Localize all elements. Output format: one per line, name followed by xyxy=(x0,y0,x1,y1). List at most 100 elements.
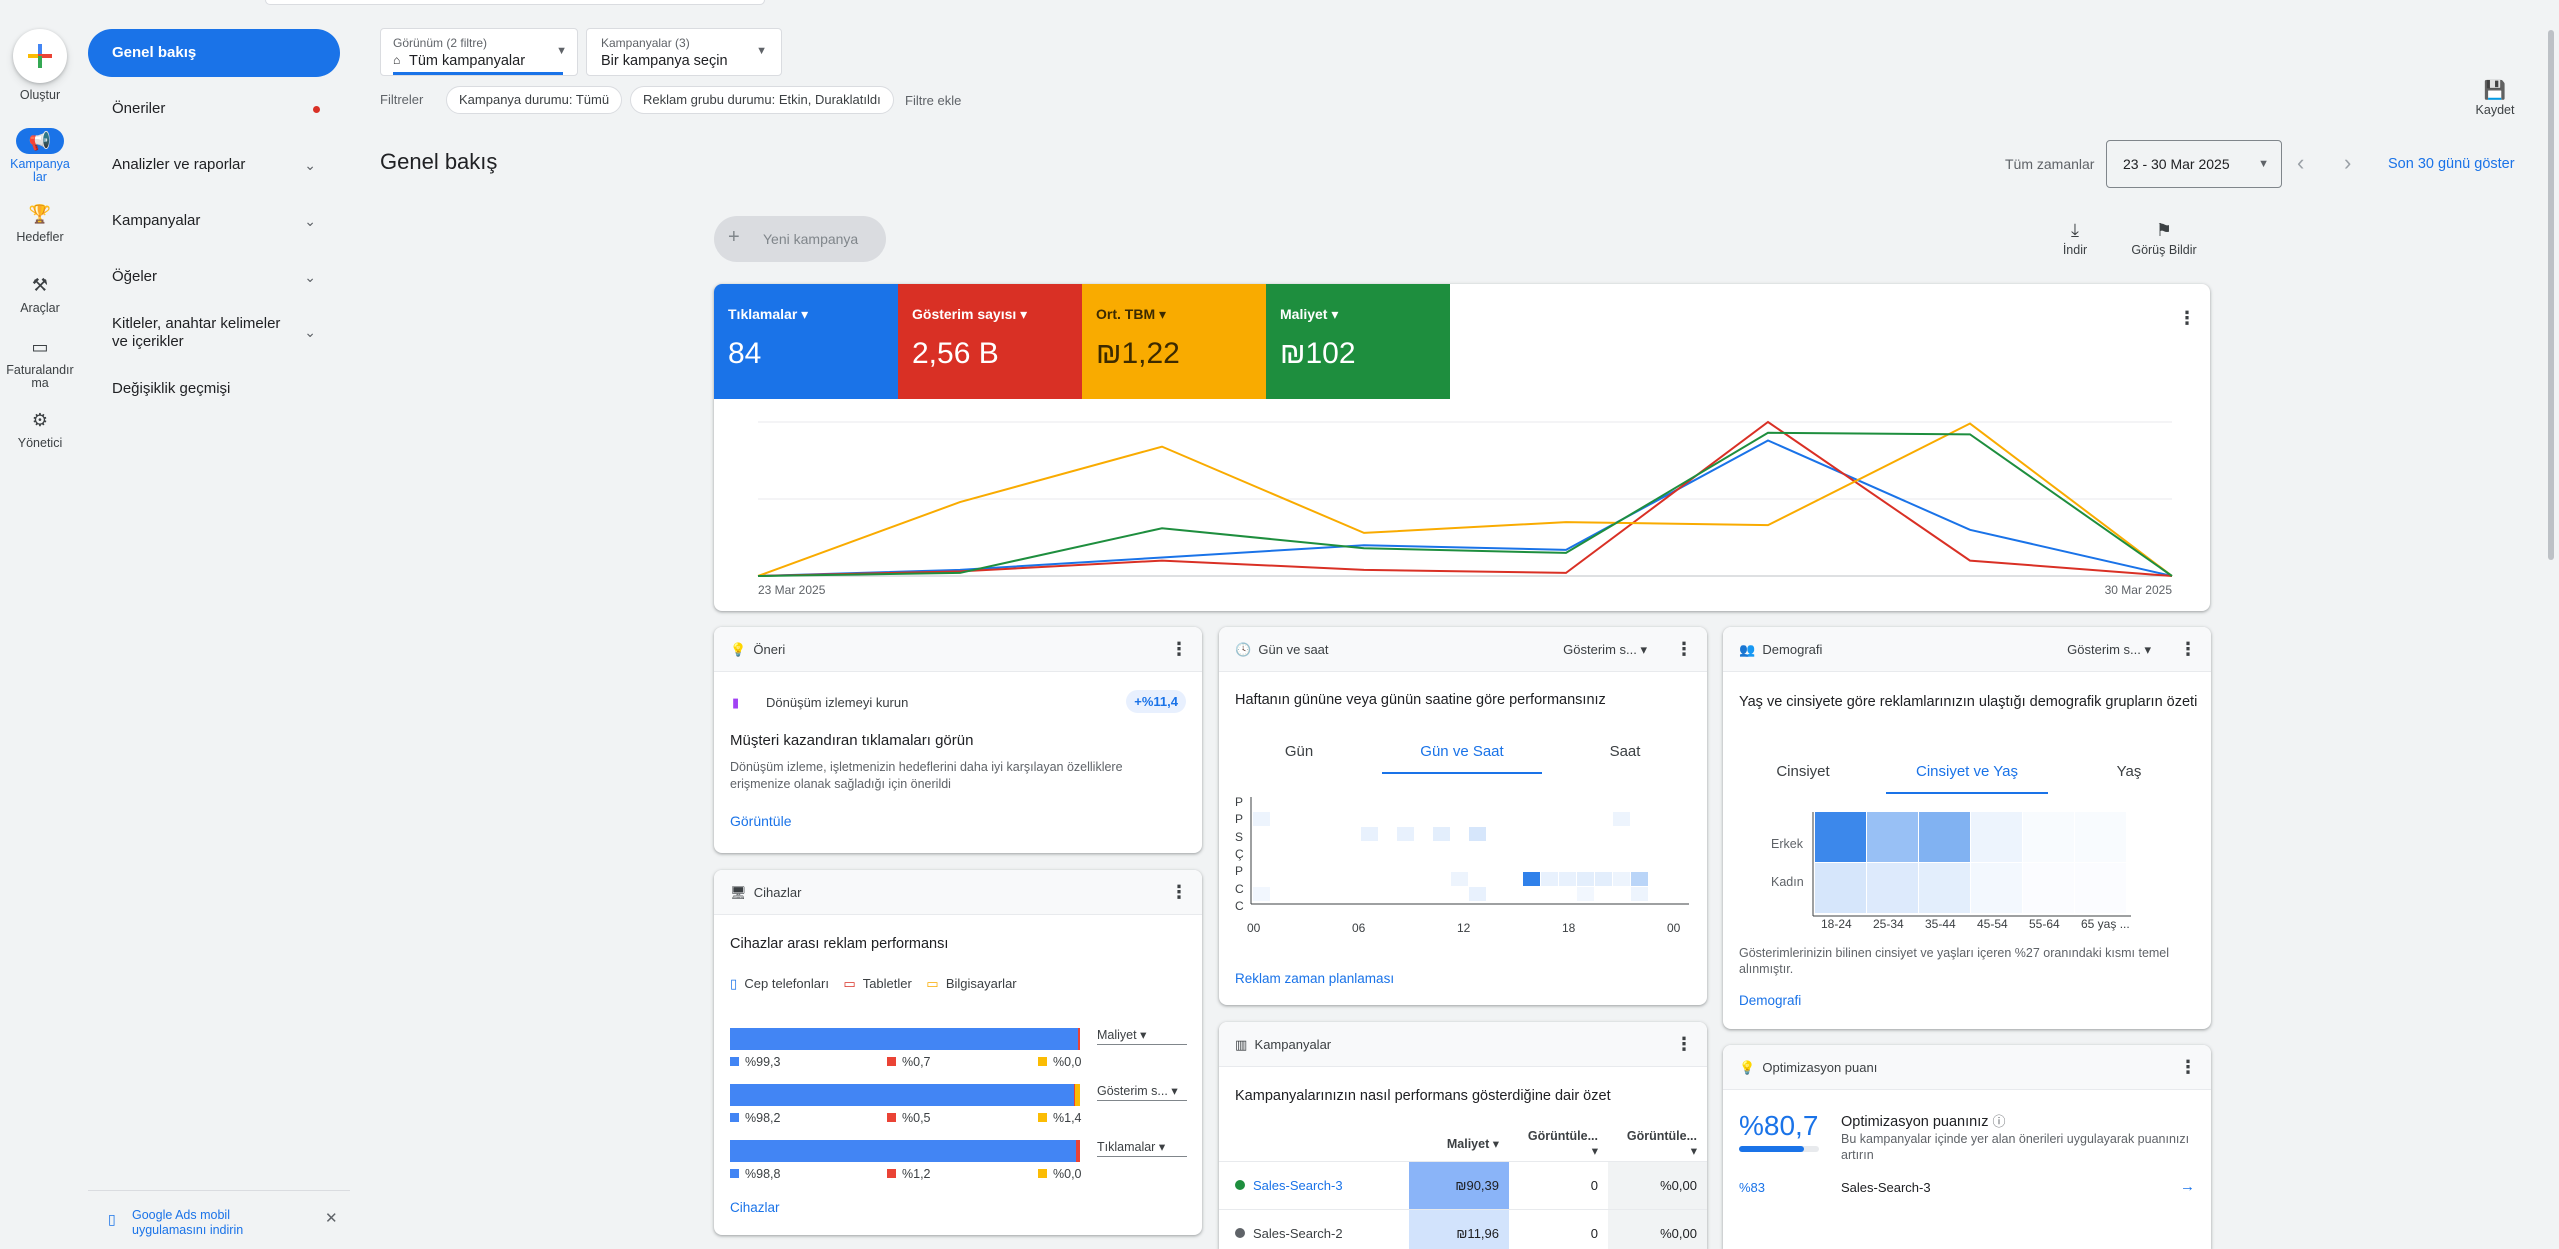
filter-chip-campaign-status[interactable]: Kampanya durumu: Tümü xyxy=(446,86,623,114)
device-share: %1,4 xyxy=(1038,1111,1082,1125)
metric-tile-clicks[interactable]: Tıklamalar ▾ 84 xyxy=(714,284,898,399)
mobile-app-link[interactable]: Google Ads mobil uygulamasını indirin xyxy=(132,1208,244,1237)
nav-insights-label: Analizler ve raporlar xyxy=(112,156,246,173)
campaign-score: %83 xyxy=(1739,1180,1766,1195)
nav-overview[interactable]: Genel bakış xyxy=(88,29,340,77)
campaign-selector[interactable]: Kampanyalar (3) Bir kampanya seçin ▼ xyxy=(586,28,782,76)
close-icon[interactable]: ✕ xyxy=(325,1210,338,1227)
arrow-right-icon[interactable]: → xyxy=(2180,1178,2195,1195)
plus-icon: + xyxy=(728,226,740,248)
campaign-name-cell: Sales-Search-3 xyxy=(1219,1161,1409,1210)
device-metric-dropdown[interactable]: Tıklamalar ▾ xyxy=(1097,1139,1187,1157)
rail-admin[interactable]: ⚙ Yönetici xyxy=(0,407,80,450)
tab-gender-age[interactable]: Cinsiyet ve Yaş xyxy=(1916,763,2018,780)
demo-cell xyxy=(2075,812,2126,862)
col-views-2[interactable]: Görüntüle... ▾ xyxy=(1608,1127,1707,1162)
metric-dropdown[interactable]: Gösterim s... ▾ xyxy=(1563,642,1647,657)
next-period-icon[interactable]: › xyxy=(2344,150,2352,175)
table-row[interactable]: Sales-Search-3 ₪90,39 0 %0,00 xyxy=(1219,1161,1707,1210)
more-icon[interactable]: ⋮ xyxy=(1170,639,1188,659)
demo-cell xyxy=(1919,812,1970,862)
card-header: ▥ Kampanyalar ⋮ xyxy=(1219,1022,1707,1067)
rail-billing[interactable]: ▭ Faturalandırma xyxy=(0,334,80,390)
campaign-name[interactable]: Sales-Search-3 xyxy=(1841,1180,1931,1195)
download-button[interactable]: ⤓ İndir xyxy=(2050,220,2100,259)
table-row[interactable]: Sales-Search-2 ₪11,96 0 %0,00 xyxy=(1219,1209,1707,1249)
last-30-days-link[interactable]: Son 30 günü göster xyxy=(2388,156,2515,172)
device-share: %0,0 xyxy=(1038,1055,1082,1069)
device-share: %98,8 xyxy=(730,1167,780,1181)
col-views-1[interactable]: Görüntüle... ▾ xyxy=(1509,1127,1608,1162)
metric-label: Ort. TBM xyxy=(1096,306,1156,322)
nav-insights[interactable]: Analizler ve raporlar ⌄ xyxy=(88,141,340,189)
col-cost[interactable]: Maliyet ▾ xyxy=(1409,1127,1509,1162)
more-icon[interactable]: ⋮ xyxy=(1170,882,1188,902)
optimization-card: 💡 Optimizasyon puanı ⋮ %80,7 Optimizasyon… xyxy=(1723,1045,2211,1249)
rec-description: Dönüşüm izleme, işletmenizin hedeflerini… xyxy=(730,760,1123,791)
more-icon[interactable]: ⋮ xyxy=(1675,1034,1693,1054)
prev-period-icon[interactable]: ‹ xyxy=(2297,150,2305,175)
heatmap-cell xyxy=(1577,887,1594,901)
chevron-down-icon: ⌄ xyxy=(304,213,316,229)
tab-day-hour[interactable]: Gün ve Saat xyxy=(1420,743,1504,760)
search-bar[interactable] xyxy=(265,0,765,5)
nav-audiences[interactable]: Kitleler, anahtar kelimeler ve içerikler… xyxy=(88,309,340,357)
tablet-icon: ▭ xyxy=(843,976,856,991)
rail-tools[interactable]: ⚒ Araçlar xyxy=(0,272,80,315)
device-metric-dropdown[interactable]: Gösterim s... ▾ xyxy=(1097,1083,1187,1101)
create-label: Oluştur xyxy=(19,88,61,102)
device-metric-dropdown[interactable]: Maliyet ▾ xyxy=(1097,1027,1187,1045)
scrollbar[interactable] xyxy=(2548,30,2554,560)
help-icon[interactable]: ⓘ xyxy=(1992,1114,2006,1129)
more-icon[interactable]: ⋮ xyxy=(2179,639,2197,659)
view-selector[interactable]: Görünüm (2 filtre) ⌂ Tüm kampanyalar ▼ xyxy=(380,28,578,76)
rail-goals[interactable]: 🏆 Hedefler xyxy=(0,201,80,244)
mobile-segment xyxy=(730,1084,1074,1106)
metric-tile-avg-cpc[interactable]: Ort. TBM ▾ ₪1,22 xyxy=(1082,284,1266,399)
heatmap-cell xyxy=(1631,887,1648,901)
x-tick-label: 23 Mar 2025 xyxy=(758,583,826,597)
rail-campaigns[interactable]: 📢 Kampanyalar xyxy=(0,128,80,184)
tab-hour[interactable]: Saat xyxy=(1609,743,1641,760)
more-icon[interactable]: ⋮ xyxy=(2178,308,2196,328)
nav-audiences-label: Kitleler, anahtar kelimeler ve içerikler xyxy=(112,315,281,350)
tab-gender[interactable]: Cinsiyet xyxy=(1776,763,1830,780)
date-range-picker[interactable]: 23 - 30 Mar 2025 ▼ xyxy=(2106,140,2282,188)
campaign-name[interactable]: Sales-Search-2 xyxy=(1253,1225,1343,1241)
clock-icon: 🕓 xyxy=(1235,642,1252,657)
page-title: Genel bakış xyxy=(380,149,498,174)
campaign-name[interactable]: Sales-Search-3 xyxy=(1253,1177,1343,1193)
demo-cell xyxy=(1867,812,1918,862)
nav-change-history[interactable]: Değişiklik geçmişi xyxy=(112,380,231,397)
tab-age[interactable]: Yaş xyxy=(2116,763,2142,780)
metric-tile-impressions[interactable]: Gösterim sayısı ▾ 2,56 B xyxy=(898,284,1082,399)
new-campaign-button[interactable]: + Yeni kampanya xyxy=(714,216,886,262)
nav-campaigns[interactable]: Kampanyalar ⌄ xyxy=(88,197,340,245)
heatmap-cell xyxy=(1433,827,1450,841)
card-heading: Cihazlar arası reklam performansı xyxy=(730,936,949,952)
view-link[interactable]: Görüntüle xyxy=(730,813,792,829)
demographics-link[interactable]: Demografi xyxy=(1739,993,1802,1008)
more-icon[interactable]: ⋮ xyxy=(2179,1057,2197,1077)
legend-tablet: Tabletler xyxy=(862,976,912,991)
campaign-selector-value: Bir kampanya seçin xyxy=(601,53,728,69)
score-description: Bu kampanyalar içinde yer alan önerileri… xyxy=(1841,1132,2190,1162)
filter-chip-adgroup-status[interactable]: Reklam grubu durumu: Etkin, Duraklatıldı xyxy=(630,86,894,114)
feedback-button[interactable]: ⚑ Görüş Bildir xyxy=(2124,220,2204,259)
save-button[interactable]: 💾 Kaydet xyxy=(2465,80,2525,119)
metric-tile-cost[interactable]: Maliyet ▾ ₪102 xyxy=(1266,284,1450,399)
more-icon[interactable]: ⋮ xyxy=(1675,639,1693,659)
laptop-icon: ▭ xyxy=(926,976,939,991)
metric-dropdown[interactable]: Gösterim s... ▾ xyxy=(2067,642,2151,657)
heatmap-cell xyxy=(1577,872,1594,886)
create-button[interactable] xyxy=(13,29,67,83)
tab-day[interactable]: Gün xyxy=(1284,743,1314,760)
device-metric-label: Tıklamalar xyxy=(1097,1140,1156,1154)
gear-icon: ⚙ xyxy=(31,410,49,430)
nav-recommendations[interactable]: Öneriler xyxy=(88,85,340,133)
devices-link[interactable]: Cihazlar xyxy=(730,1200,780,1215)
nav-assets[interactable]: Öğeler ⌄ xyxy=(88,253,340,301)
device-bar xyxy=(730,1084,1081,1106)
add-filter-button[interactable]: Filtre ekle xyxy=(905,93,962,108)
ad-schedule-link[interactable]: Reklam zaman planlaması xyxy=(1235,971,1395,986)
